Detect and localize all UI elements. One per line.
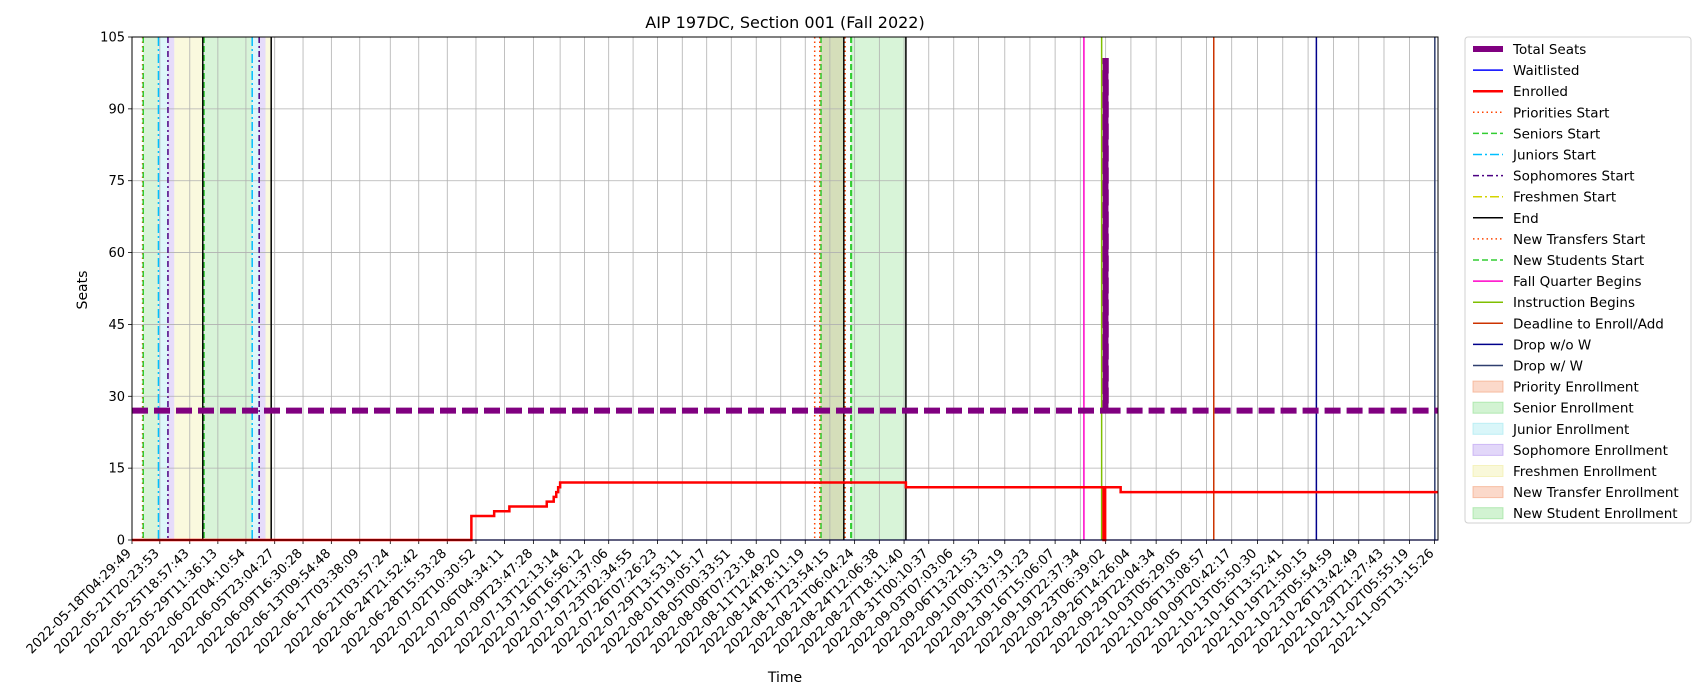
legend-label: Drop w/ W	[1513, 359, 1583, 375]
legend-label: Total Seats	[1512, 42, 1586, 58]
shaded-span	[819, 37, 844, 540]
shaded-span	[850, 37, 906, 540]
y-tick-label: 15	[108, 462, 125, 477]
legend-label: Priorities Start	[1513, 105, 1609, 121]
legend-swatch	[1472, 443, 1504, 456]
legend-label: Senior Enrollment	[1513, 401, 1634, 417]
legend-swatch	[1472, 422, 1504, 435]
plot-area: 2022-05-18T04:29:492022-05-21T20:23:5320…	[24, 31, 1439, 657]
shaded-span	[174, 37, 203, 540]
legend-label: Seniors Start	[1513, 126, 1600, 142]
legend-swatch	[1472, 507, 1504, 520]
legend-label: Sophomore Enrollment	[1513, 443, 1668, 459]
plot-background	[132, 37, 1438, 540]
y-tick-label: 90	[108, 102, 125, 117]
legend-label: Instruction Begins	[1513, 295, 1635, 311]
y-axis-label: Seats	[75, 271, 91, 310]
series-line	[132, 57, 1438, 414]
legend-label: New Students Start	[1513, 253, 1644, 269]
y-tick-label: 105	[100, 31, 125, 46]
shaded-span	[204, 37, 253, 540]
legend-label: Junior Enrollment	[1512, 422, 1629, 438]
legend-label: New Transfers Start	[1513, 232, 1645, 248]
legend-box	[1464, 36, 1692, 524]
shaded-span	[821, 37, 844, 540]
y-tick-label: 75	[108, 174, 125, 189]
legend-label: Juniors Start	[1512, 148, 1596, 164]
legend-label: Enrolled	[1513, 84, 1568, 100]
legend-label: New Transfer Enrollment	[1513, 485, 1679, 501]
y-tick-label: 45	[108, 318, 125, 333]
legend-swatch	[1472, 465, 1504, 477]
legend-label: Fall Quarter Begins	[1513, 274, 1642, 290]
legend: Total Seats Waitlisted Enrolled Priorities …	[1464, 36, 1692, 524]
legend-swatch	[1472, 401, 1504, 414]
plot-frame	[131, 36, 1439, 541]
shaded-span	[252, 37, 260, 540]
x-axis-label: Time	[767, 670, 802, 686]
legend-swatch	[1472, 380, 1504, 393]
legend-label: End	[1513, 211, 1539, 227]
legend-label: Waitlisted	[1513, 63, 1580, 79]
shaded-span	[167, 37, 175, 540]
y-tick-label: 0	[117, 534, 125, 549]
chart-title: AIP 197DC, Section 001 (Fall 2022)	[645, 13, 924, 32]
legend-label: Drop w/o W	[1513, 337, 1591, 353]
legend-swatch	[1472, 486, 1504, 499]
shaded-span	[265, 37, 272, 540]
legend-label: Freshmen Enrollment	[1513, 464, 1657, 480]
legend-label: Priority Enrollment	[1513, 380, 1639, 396]
shaded-span	[143, 37, 159, 540]
shaded-span	[259, 37, 266, 540]
legend-label: Freshmen Start	[1513, 190, 1616, 206]
legend-label: Sophomores Start	[1513, 169, 1635, 185]
legend-label: Deadline to Enroll/Add	[1513, 316, 1664, 332]
shaded-span	[158, 37, 168, 540]
legend-label: New Student Enrollment	[1513, 506, 1678, 522]
y-tick-label: 60	[108, 246, 125, 261]
y-tick-label: 30	[108, 390, 125, 405]
